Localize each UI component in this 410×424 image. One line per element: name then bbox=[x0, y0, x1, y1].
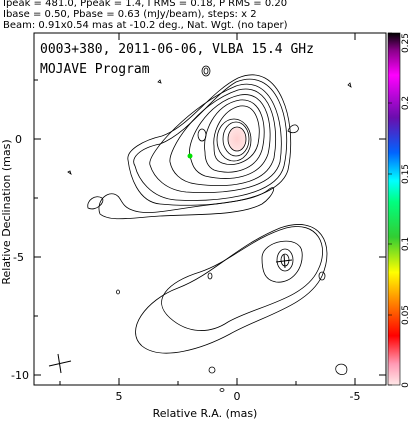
x-axis-label: Relative R.A. (mas) bbox=[153, 407, 258, 420]
colorbar-tick-label: 0.2 bbox=[401, 96, 410, 110]
colorbar-tick-label: 0 bbox=[401, 382, 410, 388]
y-axis bbox=[34, 79, 386, 376]
header-line-2: Ibase = 0.50, Pbase = 0.63 (mJy/beam), s… bbox=[3, 9, 257, 20]
y-axis-label: Relative Declination (mas) bbox=[0, 139, 13, 284]
x-tick-label: 5 bbox=[116, 390, 123, 403]
beam-marker bbox=[48, 353, 72, 374]
colorbar-tick-label: 0.05 bbox=[401, 305, 410, 325]
colorbar-tick-label: 0.25 bbox=[401, 33, 410, 53]
knot-contours bbox=[135, 224, 328, 354]
knot-marker bbox=[275, 253, 293, 269]
plot-title: 0003+380, 2011-06-06, VLBA 15.4 GHz bbox=[40, 42, 314, 57]
colorbar-tick-label: 0.15 bbox=[401, 164, 410, 184]
small-contours bbox=[67, 65, 352, 392]
y-tick-label: -5 bbox=[13, 251, 24, 264]
colorbar bbox=[387, 32, 401, 386]
header-line-3: Beam: 0.91x0.54 mas at -10.2 deg., Nat. … bbox=[3, 20, 288, 31]
plot-frame bbox=[33, 32, 387, 386]
colorbar-tick-label: 0.1 bbox=[401, 237, 410, 251]
header-line-1: Ipeak = 481.0, Ppeak = 1.4, I RMS = 0.18… bbox=[3, 0, 288, 9]
y-tick-label: 0 bbox=[15, 133, 22, 146]
colorbar-ticks bbox=[388, 32, 392, 386]
core-contours bbox=[98, 74, 292, 220]
x-axis bbox=[59, 33, 356, 385]
x-tick-label: 0 bbox=[234, 390, 241, 403]
polarization-spot bbox=[187, 153, 193, 159]
plot-subtitle: MOJAVE Program bbox=[40, 62, 150, 77]
y-tick-label: -10 bbox=[11, 369, 29, 382]
x-tick-label: -5 bbox=[350, 390, 361, 403]
